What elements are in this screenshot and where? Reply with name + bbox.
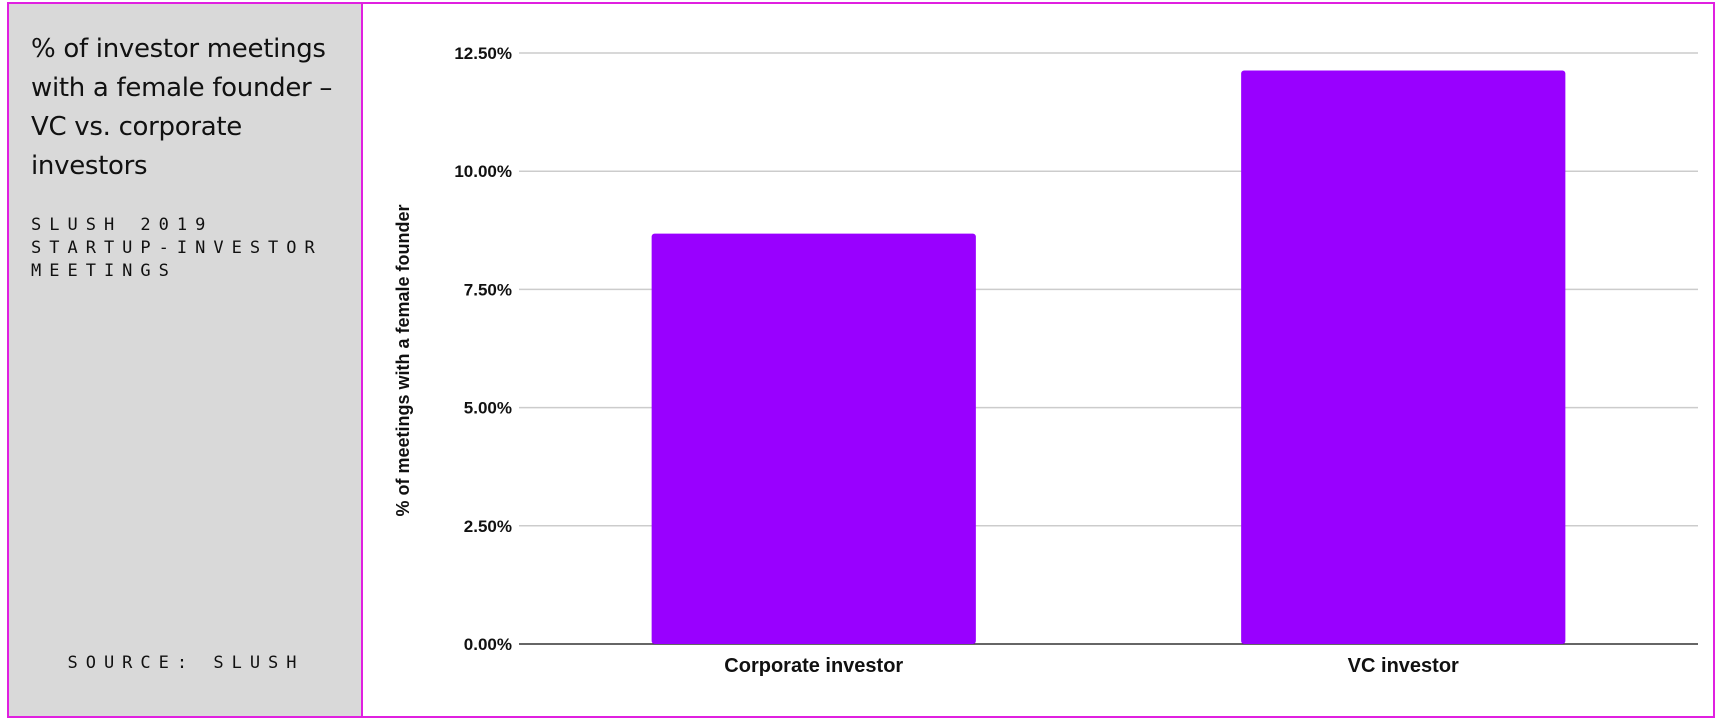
y-tick-label: 10.00% xyxy=(454,162,512,181)
chart-sidebar: % of investor meetings with a female fou… xyxy=(9,4,363,716)
chart-subtitle: Slush 2019 startup-investor meetings xyxy=(31,215,323,281)
y-axis-ticks: 0.00% 2.50% 5.00% 7.50% 10.00% 12.50% xyxy=(454,44,512,654)
chart-title: % of investor meetings with a female fou… xyxy=(31,34,333,181)
y-tick-label: 2.50% xyxy=(464,517,512,536)
chart-frame: % of investor meetings with a female fou… xyxy=(7,2,1715,718)
chart-area: 0.00% 2.50% 5.00% 7.50% 10.00% 12.50% Corpora… xyxy=(363,4,1713,716)
y-tick-label: 0.00% xyxy=(464,635,512,654)
source-label: SOURCE: SLUSH xyxy=(67,653,305,673)
bar xyxy=(1241,70,1566,645)
x-tick-label: VC investor xyxy=(1348,655,1459,677)
bar-chart: 0.00% 2.50% 5.00% 7.50% 10.00% 12.50% Corpora… xyxy=(393,44,1698,677)
y-tick-label: 5.00% xyxy=(464,399,512,418)
bars xyxy=(651,70,1566,645)
x-axis-ticks: Corporate investor VC investor xyxy=(724,655,1459,677)
bar xyxy=(651,233,976,644)
x-tick-label: Corporate investor xyxy=(724,655,903,677)
y-axis-label: % of meetings with a female founder xyxy=(393,204,413,516)
y-tick-label: 7.50% xyxy=(464,280,512,299)
y-tick-label: 12.50% xyxy=(454,44,512,63)
